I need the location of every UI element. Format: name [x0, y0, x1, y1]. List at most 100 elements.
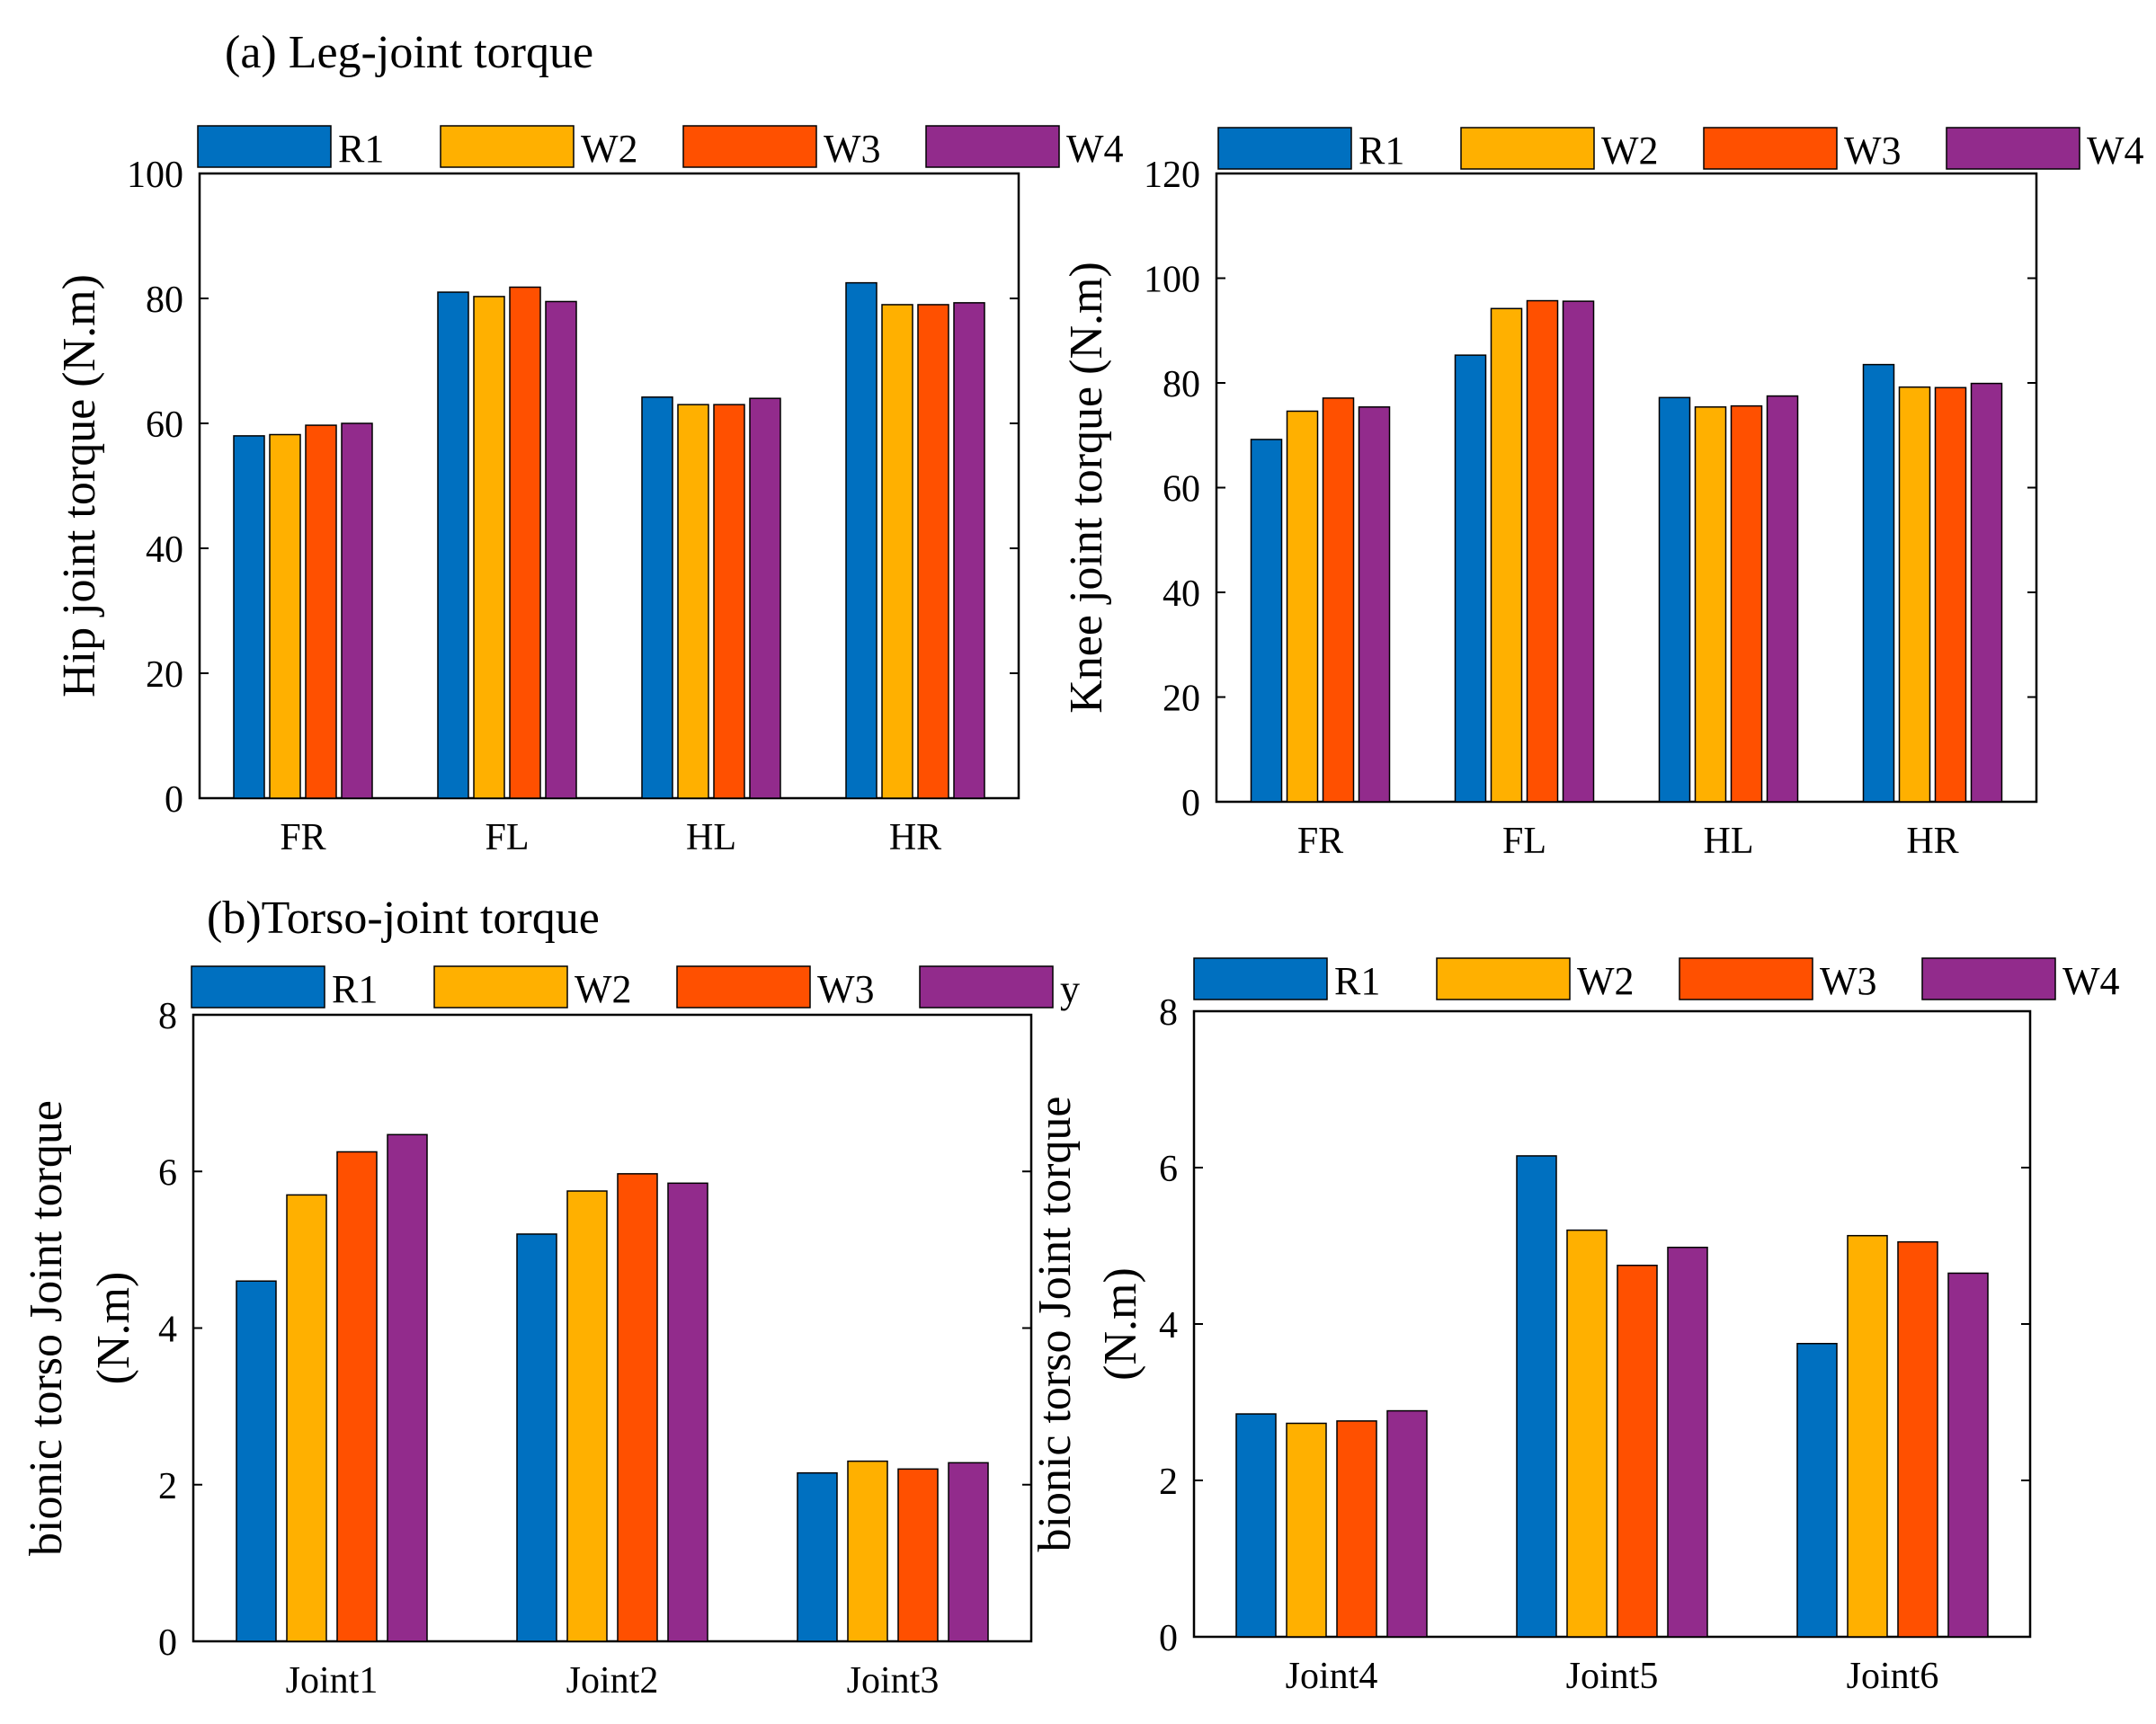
- bar-w4-joint6: [1947, 1272, 1989, 1638]
- x-tick-label: Joint4: [1286, 1656, 1378, 1697]
- x-tick-label: FL: [485, 817, 529, 858]
- bar-w2-joint4: [1286, 1422, 1327, 1638]
- bar-w3-hl: [1730, 404, 1763, 803]
- legend-label-w4: W4: [2062, 959, 2120, 1003]
- y-axis-label: bionic torso Joint torque: [21, 1100, 72, 1556]
- y-axis-label-units: (N.m): [88, 1272, 139, 1385]
- bar-w3-joint1: [336, 1151, 378, 1642]
- legend-label-w2: W2: [581, 127, 638, 171]
- y-tick-label: 20: [146, 654, 183, 696]
- bar-w4-hr: [1970, 382, 2003, 803]
- bar-w3-joint2: [617, 1173, 658, 1642]
- y-tick-label: 100: [1144, 260, 1200, 301]
- bar-w4-hl: [1766, 395, 1799, 803]
- y-tick-label: 0: [1159, 1618, 1178, 1659]
- legend-swatch-w3: [676, 965, 811, 1009]
- y-tick-label: 40: [1163, 573, 1200, 615]
- legend-swatch-w3: [682, 125, 817, 168]
- y-tick-label: 2: [1159, 1462, 1178, 1503]
- section-a-title: (a) Leg-joint torque: [225, 27, 593, 78]
- legend-swatch-r1: [1193, 957, 1328, 1000]
- legend-label-w3: W3: [824, 127, 881, 171]
- bar-w4-joint3: [948, 1462, 989, 1642]
- bar-w4-joint2: [667, 1182, 708, 1642]
- legend-swatch-w2: [1436, 957, 1571, 1000]
- x-tick-label: HR: [889, 817, 941, 858]
- bar-w3-joint5: [1617, 1265, 1658, 1638]
- legend-swatch-w4: [925, 125, 1060, 168]
- bar-w2-joint2: [566, 1190, 608, 1642]
- torso-joint-1-3-chart: 0 2 4 6 8 Joint1 Joint2 Joint3 R1 W2 W3 y bionic tor…: [21, 965, 1080, 1702]
- bar-w3-joint4: [1336, 1420, 1377, 1638]
- bar-r1-fr: [1250, 439, 1283, 803]
- legend-label-w4: y: [1060, 967, 1080, 1011]
- x-tick-label: Joint5: [1566, 1656, 1659, 1697]
- legend-swatch-w3: [1679, 957, 1813, 1000]
- legend-swatch-w2: [1460, 127, 1595, 170]
- y-tick-label: 120: [1144, 155, 1200, 196]
- bar-w3-joint3: [897, 1468, 939, 1642]
- bar-w4-fr: [1358, 406, 1391, 803]
- y-tick-label: 2: [158, 1466, 177, 1507]
- y-tick-label: 0: [165, 779, 183, 821]
- legend-label-w4: W4: [1066, 127, 1124, 171]
- legend-label-w2: W2: [1577, 959, 1635, 1003]
- bar-r1-joint6: [1796, 1343, 1838, 1638]
- y-tick-label: 6: [158, 1152, 177, 1194]
- legend-swatch-r1: [191, 965, 325, 1009]
- bar-w4-joint1: [387, 1133, 428, 1642]
- y-tick-label: 4: [1159, 1305, 1178, 1346]
- y-tick-label: 60: [1163, 469, 1200, 511]
- x-tick-label: Joint6: [1847, 1656, 1939, 1697]
- y-tick-label: 8: [1159, 992, 1178, 1034]
- legend-label-w3: W3: [1844, 129, 1902, 173]
- y-tick-label: 80: [146, 280, 183, 321]
- bar-w2-hl: [1694, 406, 1727, 803]
- legend-label-r1: R1: [332, 967, 378, 1011]
- y-tick-label: 80: [1163, 364, 1200, 405]
- bar-w4-hl: [749, 397, 781, 799]
- bar-r1-fr: [233, 435, 265, 799]
- bar-w4-fl: [1562, 300, 1595, 803]
- x-tick-label: Joint3: [847, 1660, 940, 1702]
- bar-r1-joint4: [1235, 1413, 1277, 1638]
- plot-frame: [198, 172, 1020, 800]
- bar-w2-joint1: [286, 1194, 327, 1642]
- hip-torque-chart: 0 20 40 60 80 100 FR FL HL HR R1 W2 W3 W4 Hip joint to…: [54, 125, 1124, 858]
- legend-label-r1: R1: [1334, 959, 1380, 1003]
- bar-w4-hr: [953, 302, 985, 799]
- bar-r1-fl: [437, 291, 469, 799]
- bar-w4-fr: [341, 422, 373, 799]
- bar-w3-fl: [509, 286, 541, 799]
- y-axis-label: Hip joint torque (N.m): [54, 274, 105, 698]
- bar-w2-fl: [1490, 307, 1523, 803]
- bar-w3-joint6: [1897, 1240, 1938, 1638]
- bar-r1-hl: [641, 396, 673, 799]
- bar-w2-fr: [269, 433, 301, 799]
- bar-w2-hl: [677, 404, 709, 799]
- x-tick-label: HL: [686, 817, 736, 858]
- bar-w3-hl: [713, 404, 745, 799]
- bar-w2-hr: [1898, 386, 1931, 803]
- legend-swatch-w2: [440, 125, 575, 168]
- bar-w2-joint5: [1566, 1229, 1608, 1638]
- x-tick-label: HR: [1906, 821, 1958, 862]
- bar-w2-fl: [473, 296, 505, 799]
- y-tick-label: 6: [1159, 1149, 1178, 1190]
- x-tick-label: Joint2: [566, 1660, 659, 1702]
- legend-label-w4: W4: [2087, 129, 2144, 173]
- section-b-title: (b)Torso-joint torque: [207, 893, 600, 944]
- legend-swatch-w2: [433, 965, 568, 1009]
- y-tick-label: 20: [1163, 679, 1200, 720]
- y-axis-label: bionic torso Joint torque: [1029, 1097, 1081, 1552]
- torso-joint-4-6-chart: 0 2 4 6 8 Joint4 Joint5 Joint6 R1 W2 W3 W4 bionic to…: [1029, 957, 2120, 1697]
- y-tick-label: 4: [158, 1310, 177, 1351]
- legend-label-r1: R1: [338, 127, 384, 171]
- bar-w2-joint6: [1847, 1234, 1888, 1638]
- legend-swatch-w3: [1703, 127, 1838, 170]
- legend-label-w3: W3: [1820, 959, 1877, 1003]
- bar-w3-fr: [1322, 397, 1355, 803]
- bar-w3-hr: [917, 304, 949, 799]
- bar-r1-hr: [845, 281, 878, 799]
- x-tick-label: FR: [280, 817, 325, 858]
